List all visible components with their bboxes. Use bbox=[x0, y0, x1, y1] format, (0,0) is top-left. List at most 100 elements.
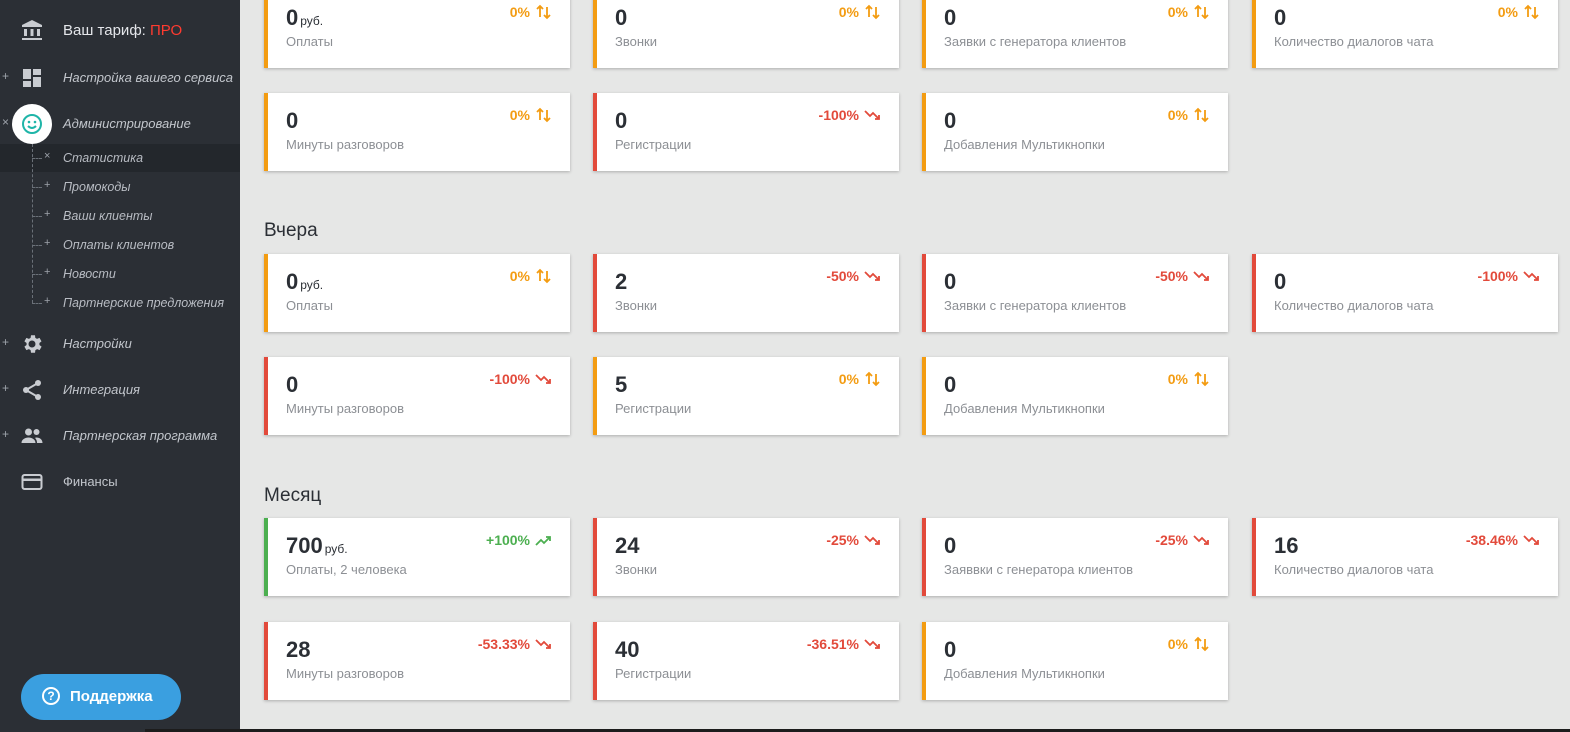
stat-value: 0 bbox=[944, 269, 957, 294]
trend-down-icon bbox=[1523, 535, 1539, 545]
trend-flat-icon bbox=[865, 371, 880, 387]
stat-card: 28 Минуты разговоров -53.33% bbox=[264, 622, 570, 700]
subitem-clients[interactable]: + Ваши клиенты bbox=[0, 203, 240, 229]
trend-down-icon bbox=[864, 535, 880, 545]
support-button[interactable]: ? Поддержка bbox=[21, 674, 181, 720]
stat-card: 0 Минуты разговоров -100% bbox=[264, 357, 570, 435]
expand-icon: + bbox=[2, 381, 10, 395]
bottom-edge bbox=[145, 729, 1570, 732]
stat-change: 0% bbox=[838, 371, 859, 387]
stat-value: 0 bbox=[1274, 269, 1287, 294]
stat-value: 28 bbox=[286, 637, 311, 662]
stat-label: Добавления Мультикнопки bbox=[944, 666, 1105, 681]
stat-change: -36.51% bbox=[806, 636, 859, 652]
stat-change: -50% bbox=[826, 268, 859, 284]
gear-icon bbox=[24, 335, 42, 353]
nav-item-partner-program[interactable]: + Партнерская программа bbox=[0, 420, 240, 452]
nav-item-finances[interactable]: Финансы bbox=[0, 466, 240, 498]
stat-value: 0 bbox=[944, 5, 957, 30]
expand-icon: + bbox=[2, 335, 10, 349]
stat-change: -25% bbox=[1155, 532, 1188, 548]
trend-down-icon bbox=[1193, 535, 1209, 545]
stat-label: Оплаты bbox=[286, 34, 333, 49]
nav-item-label: Администрирование bbox=[63, 116, 191, 131]
stat-change: -100% bbox=[1477, 268, 1518, 284]
nav-item-settings[interactable]: + Настройки bbox=[0, 328, 240, 360]
trend-down-icon bbox=[535, 374, 551, 384]
trend-flat-icon bbox=[536, 4, 551, 20]
section-title-yesterday: Вчера bbox=[264, 220, 318, 241]
stat-value: 0 bbox=[286, 372, 299, 397]
stat-card: 0 Заявки с генератора клиентов -50% bbox=[922, 254, 1228, 332]
stat-label: Минуты разговоров bbox=[286, 401, 404, 416]
stat-change: 0% bbox=[509, 4, 530, 20]
stat-value: 24 bbox=[615, 533, 640, 558]
stat-value: 0 bbox=[944, 637, 957, 662]
collapse-icon: × bbox=[2, 115, 10, 129]
stat-card: 5 Регистрации 0% bbox=[593, 357, 899, 435]
stat-label: Минуты разговоров bbox=[286, 666, 404, 681]
stat-change: -25% bbox=[826, 532, 859, 548]
trend-flat-icon bbox=[1194, 371, 1209, 387]
tariff-value: ПРО bbox=[150, 22, 183, 39]
stat-unit: руб. bbox=[300, 14, 324, 28]
card-icon bbox=[21, 474, 43, 490]
stat-unit: руб. bbox=[324, 542, 348, 556]
stat-label: Оплаты bbox=[286, 298, 333, 313]
subitem-partner-offers[interactable]: + Партнерские предложения bbox=[0, 290, 240, 316]
stat-change: 0% bbox=[509, 107, 530, 123]
trend-flat-icon bbox=[536, 268, 551, 284]
nav-item-service-setup[interactable]: + Настройка вашего сервиса bbox=[0, 62, 240, 94]
stat-value: 0 bbox=[944, 108, 957, 133]
stat-card: 24 Звонки -25% bbox=[593, 518, 899, 596]
stat-value: 5 bbox=[615, 372, 628, 397]
nav-item-administration[interactable]: × Администрирование bbox=[0, 108, 240, 140]
stat-change: 0% bbox=[1167, 636, 1188, 652]
stat-value: 16 bbox=[1274, 533, 1299, 558]
stat-value: 0 bbox=[615, 108, 628, 133]
stat-card: 0 Добавления Мультикнопки 0% bbox=[922, 93, 1228, 171]
subitem-promocodes[interactable]: + Промокоды bbox=[0, 174, 240, 200]
stat-label: Количество диалогов чата bbox=[1274, 562, 1434, 577]
stat-label: Минуты разговоров bbox=[286, 137, 404, 152]
trend-flat-icon bbox=[1524, 4, 1539, 20]
stat-label: Регистрации bbox=[615, 666, 692, 681]
bank-icon bbox=[22, 20, 42, 40]
stat-label: Регистрации bbox=[615, 137, 692, 152]
stat-change: 0% bbox=[1167, 4, 1188, 20]
stat-card: 0 Заявки с генератора клиентов 0% bbox=[922, 0, 1228, 68]
stat-label: Количество диалогов чата bbox=[1274, 34, 1434, 49]
stat-card: 0 Количество диалогов чата -100% bbox=[1252, 254, 1558, 332]
tariff-row[interactable]: Ваш тариф: ПРО bbox=[0, 10, 240, 50]
stat-change: 0% bbox=[509, 268, 530, 284]
stat-card: 2 Звонки -50% bbox=[593, 254, 899, 332]
trend-flat-icon bbox=[1194, 636, 1209, 652]
stat-card: 0 Минуты разговоров 0% bbox=[264, 93, 570, 171]
trend-up-icon bbox=[535, 536, 551, 546]
subitem-client-payments[interactable]: + Оплаты клиентов bbox=[0, 232, 240, 258]
stat-value: 700 руб. bbox=[286, 533, 348, 558]
dashboard-icon bbox=[23, 69, 41, 87]
stat-card: 0 Звонки 0% bbox=[593, 0, 899, 68]
stat-change: -50% bbox=[1155, 268, 1188, 284]
sidebar: Ваш тариф: ПРО + Настройка вашего сервис… bbox=[0, 0, 240, 732]
support-label: Поддержка bbox=[70, 688, 153, 705]
stat-label: Регистрации bbox=[615, 401, 692, 416]
stat-value: 40 bbox=[615, 637, 640, 662]
nav-item-label: Финансы bbox=[63, 474, 118, 489]
stat-card: 16 Количество диалогов чата -38.46% bbox=[1252, 518, 1558, 596]
tariff-label: Ваш тариф: bbox=[63, 22, 146, 39]
stat-change: 0% bbox=[1167, 371, 1188, 387]
nav-item-integration[interactable]: + Интеграция bbox=[0, 374, 240, 406]
stat-label: Звонки bbox=[615, 34, 657, 49]
subitem-news[interactable]: + Новости bbox=[0, 261, 240, 287]
nav-item-label: Партнерская программа bbox=[63, 428, 218, 443]
subitem-statistics[interactable]: × Статистика bbox=[0, 145, 240, 171]
nav-item-label: Настройка вашего сервиса bbox=[63, 70, 234, 85]
trend-down-icon bbox=[535, 639, 551, 649]
nav-item-label: Интеграция bbox=[63, 382, 140, 397]
smile-icon bbox=[22, 114, 42, 134]
stat-value: 0 bbox=[944, 533, 957, 558]
stat-card: 700 руб. Оплаты, 2 человека +100% bbox=[264, 518, 570, 596]
trend-down-icon bbox=[1523, 271, 1539, 281]
